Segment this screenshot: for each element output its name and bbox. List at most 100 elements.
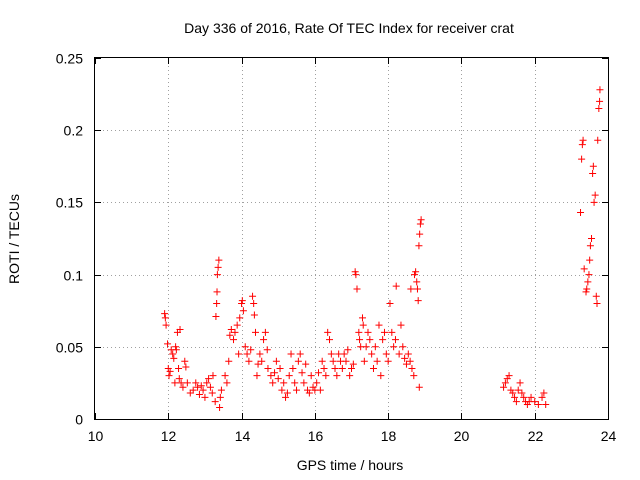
data-point (300, 379, 308, 387)
data-point (588, 235, 596, 242)
data-point (309, 383, 317, 391)
data-point (397, 321, 405, 329)
data-point (213, 299, 221, 307)
data-point (164, 340, 172, 348)
x-tick-label: 16 (308, 428, 324, 444)
data-point (172, 343, 180, 351)
data-point (302, 360, 310, 368)
y-tick-label: 0.15 (56, 195, 83, 211)
data-point (315, 369, 323, 377)
data-point (199, 386, 207, 394)
data-point (223, 379, 231, 387)
data-point (417, 216, 425, 224)
data-point (291, 379, 299, 387)
data-point (181, 357, 189, 365)
grid-lines (95, 58, 608, 419)
data-point (186, 389, 194, 397)
data-point (413, 278, 421, 286)
x-tick-label: 20 (454, 428, 470, 444)
data-point (596, 86, 604, 94)
data-point (201, 393, 209, 401)
data-point (577, 209, 585, 217)
data-point (227, 325, 235, 333)
data-point (527, 393, 535, 401)
data-point (401, 354, 409, 362)
data-point (211, 398, 219, 406)
data-point (540, 389, 548, 397)
data-point (388, 328, 396, 336)
data-point (175, 375, 183, 383)
data-point (216, 403, 224, 411)
data-point (172, 346, 180, 354)
data-point (287, 350, 295, 358)
x-tick-label: 10 (88, 428, 104, 444)
data-point (511, 393, 519, 401)
data-point (589, 170, 597, 178)
data-point (225, 357, 233, 365)
data-point (352, 271, 360, 279)
data-point (531, 398, 539, 406)
data-point (272, 357, 280, 365)
data-point (402, 360, 410, 368)
data-point (209, 372, 217, 380)
data-point (161, 310, 169, 318)
data-point (518, 389, 526, 397)
plot-frame (94, 57, 609, 420)
data-point (254, 360, 262, 368)
data-point (584, 278, 592, 286)
data-point (503, 375, 511, 383)
data-point (382, 350, 390, 358)
data-point (360, 357, 368, 365)
data-point (239, 307, 247, 315)
data-point (413, 285, 421, 293)
data-point (364, 328, 372, 336)
data-point (238, 297, 246, 305)
data-point (214, 263, 222, 271)
data-point (501, 379, 509, 387)
data-point (285, 372, 293, 380)
data-point (580, 265, 588, 273)
data-point (243, 350, 251, 358)
data-point (407, 285, 415, 293)
data-point (410, 372, 418, 380)
data-point (358, 314, 366, 322)
y-tick-label: 0 (75, 412, 83, 428)
data-point (375, 321, 383, 329)
data-point (307, 372, 315, 380)
data-point (406, 357, 414, 365)
data-point (414, 297, 422, 305)
data-point (169, 350, 177, 358)
data-point (512, 398, 520, 406)
data-point (411, 271, 419, 279)
data-point (264, 364, 272, 372)
data-point (591, 191, 599, 199)
data-point (520, 393, 528, 401)
data-point (391, 336, 399, 344)
data-point (283, 389, 291, 397)
data-point (166, 367, 174, 375)
data-point (366, 336, 374, 344)
data-point (296, 350, 304, 358)
data-point (362, 343, 370, 351)
data-point (505, 372, 513, 380)
data-point (164, 364, 172, 372)
data-point (245, 357, 253, 365)
data-point (592, 292, 600, 300)
x-tick-label: 12 (161, 428, 177, 444)
data-point (195, 390, 203, 398)
data-point (249, 292, 257, 300)
data-point (294, 357, 302, 365)
data-point (379, 336, 387, 344)
data-point (203, 379, 211, 387)
data-point (183, 379, 191, 387)
data-point (500, 383, 508, 391)
data-point (280, 379, 288, 387)
data-point (320, 364, 328, 372)
data-point (342, 357, 350, 365)
data-point (416, 230, 424, 238)
data-point (586, 242, 594, 250)
data-point (231, 328, 239, 336)
axis-ticks: 10 12 14 16 18 20 22 24 0 0.05 0.1 0.15 0.2 0.25 (56, 51, 617, 445)
data-point (329, 357, 337, 365)
data-point (271, 369, 279, 377)
